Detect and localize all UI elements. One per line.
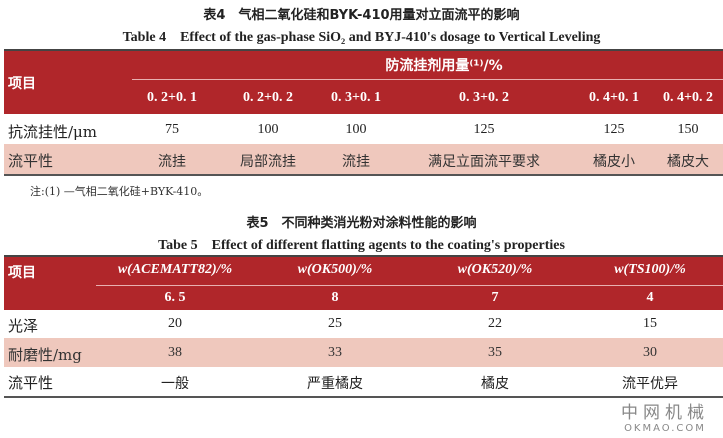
table5-bottom-rule (4, 396, 723, 398)
cell: 流挂 (158, 155, 186, 170)
row-label: 流平性 (8, 374, 54, 392)
table5-col-header: w(TS100)/% (614, 262, 686, 277)
table5-dosage: 7 (491, 290, 499, 305)
cell: 橘皮小 (593, 155, 635, 170)
cell: 33 (328, 345, 342, 360)
cell: 30 (643, 345, 657, 360)
table5-item-label: 项目 (8, 265, 36, 281)
table4-note: 注:(1) —气相二氧化硅+BYK-410。 (30, 185, 209, 198)
table4-col-header: 0. 2+0. 2 (243, 90, 293, 105)
row-label: 光泽 (8, 317, 39, 335)
watermark: 中网机械 OKMAO.COM (621, 398, 709, 434)
cell: 100 (345, 122, 367, 137)
table4-group-rule (132, 79, 723, 80)
table4-col-header: 0. 3+0. 2 (459, 90, 509, 105)
cell: 125 (473, 122, 495, 137)
table5-top-rule (4, 255, 723, 257)
table5-row: 光泽 20 25 22 15 (4, 310, 723, 338)
cell: 满足立面流平要求 (428, 155, 540, 170)
cell: 严重橘皮 (307, 377, 363, 392)
row-label: 耐磨性/mg (8, 346, 82, 364)
table4-col-header: 0. 4+0. 2 (663, 90, 713, 105)
table4-row: 流平性 流挂 局部流挂 流挂 满足立面流平要求 橘皮小 橘皮大 (4, 144, 723, 174)
cell: 35 (488, 345, 502, 360)
cell: 流挂 (342, 155, 370, 170)
cell: 100 (257, 122, 279, 137)
table5-header: 项目 w(ACEMATT82)/% w(OK500)/% w(OK520)/% … (4, 257, 723, 310)
table5-dosage: 6. 5 (164, 290, 186, 305)
table5-col-header: w(ACEMATT82)/% (117, 262, 233, 277)
row-label: 抗流挂性/μm (8, 123, 98, 141)
table5-row: 流平性 一般 严重橘皮 橘皮 流平优异 (4, 367, 723, 395)
table5-row: 耐磨性/mg 38 33 35 30 (4, 338, 723, 367)
table4-col-header: 0. 4+0. 1 (589, 90, 639, 105)
cell: 橘皮大 (667, 155, 709, 170)
watermark-en: OKMAO.COM (624, 423, 706, 434)
table4-col-header: 0. 2+0. 1 (147, 90, 197, 105)
table5-caption-cn: 表5 不同种类消光粉对涂料性能的影响 (246, 216, 477, 231)
table4-row: 抗流挂性/μm 75 100 100 125 125 150 (4, 116, 723, 144)
table5-group-rule (96, 285, 723, 286)
table4-col-header: 0. 3+0. 1 (331, 90, 381, 105)
cell: 一般 (161, 377, 189, 392)
cell: 150 (677, 122, 699, 137)
cell: 38 (168, 345, 182, 360)
watermark-cn: 中网机械 (621, 403, 709, 423)
cell: 20 (168, 316, 182, 331)
table5-col-header: w(OK500)/% (297, 262, 373, 277)
cell: 125 (603, 122, 625, 137)
table5-dosage: 4 (646, 290, 654, 305)
table5-col-header: w(OK520)/% (457, 262, 533, 277)
table4-item-label: 项目 (8, 76, 36, 92)
table4-bottom-rule (4, 174, 723, 176)
table4-group-label: 防流挂剂用量⁽¹⁾/% (385, 58, 503, 74)
cell: 25 (328, 316, 342, 331)
row-label: 流平性 (8, 152, 54, 170)
table5-dosage: 8 (331, 290, 339, 305)
cell: 橘皮 (481, 377, 509, 392)
cell: 22 (488, 316, 502, 331)
table4-header: 项目 防流挂剂用量⁽¹⁾/% 0. 2+0. 1 0. 2+0. 2 0. 3+… (4, 51, 723, 114)
table4-caption-cn: 表4 气相二氧化硅和BYK-410用量对立面流平的影响 (203, 8, 520, 23)
table4-top-rule (4, 49, 723, 51)
cell: 75 (165, 122, 179, 137)
table5-caption-en: Tabe 5 Effect of different flatting agen… (158, 238, 565, 253)
table4-caption-en: Table 4 Effect of the gas-phase SiO₂ and… (122, 30, 601, 45)
cell: 局部流挂 (240, 155, 296, 170)
cell: 流平优异 (622, 377, 678, 392)
cell: 15 (643, 316, 657, 331)
